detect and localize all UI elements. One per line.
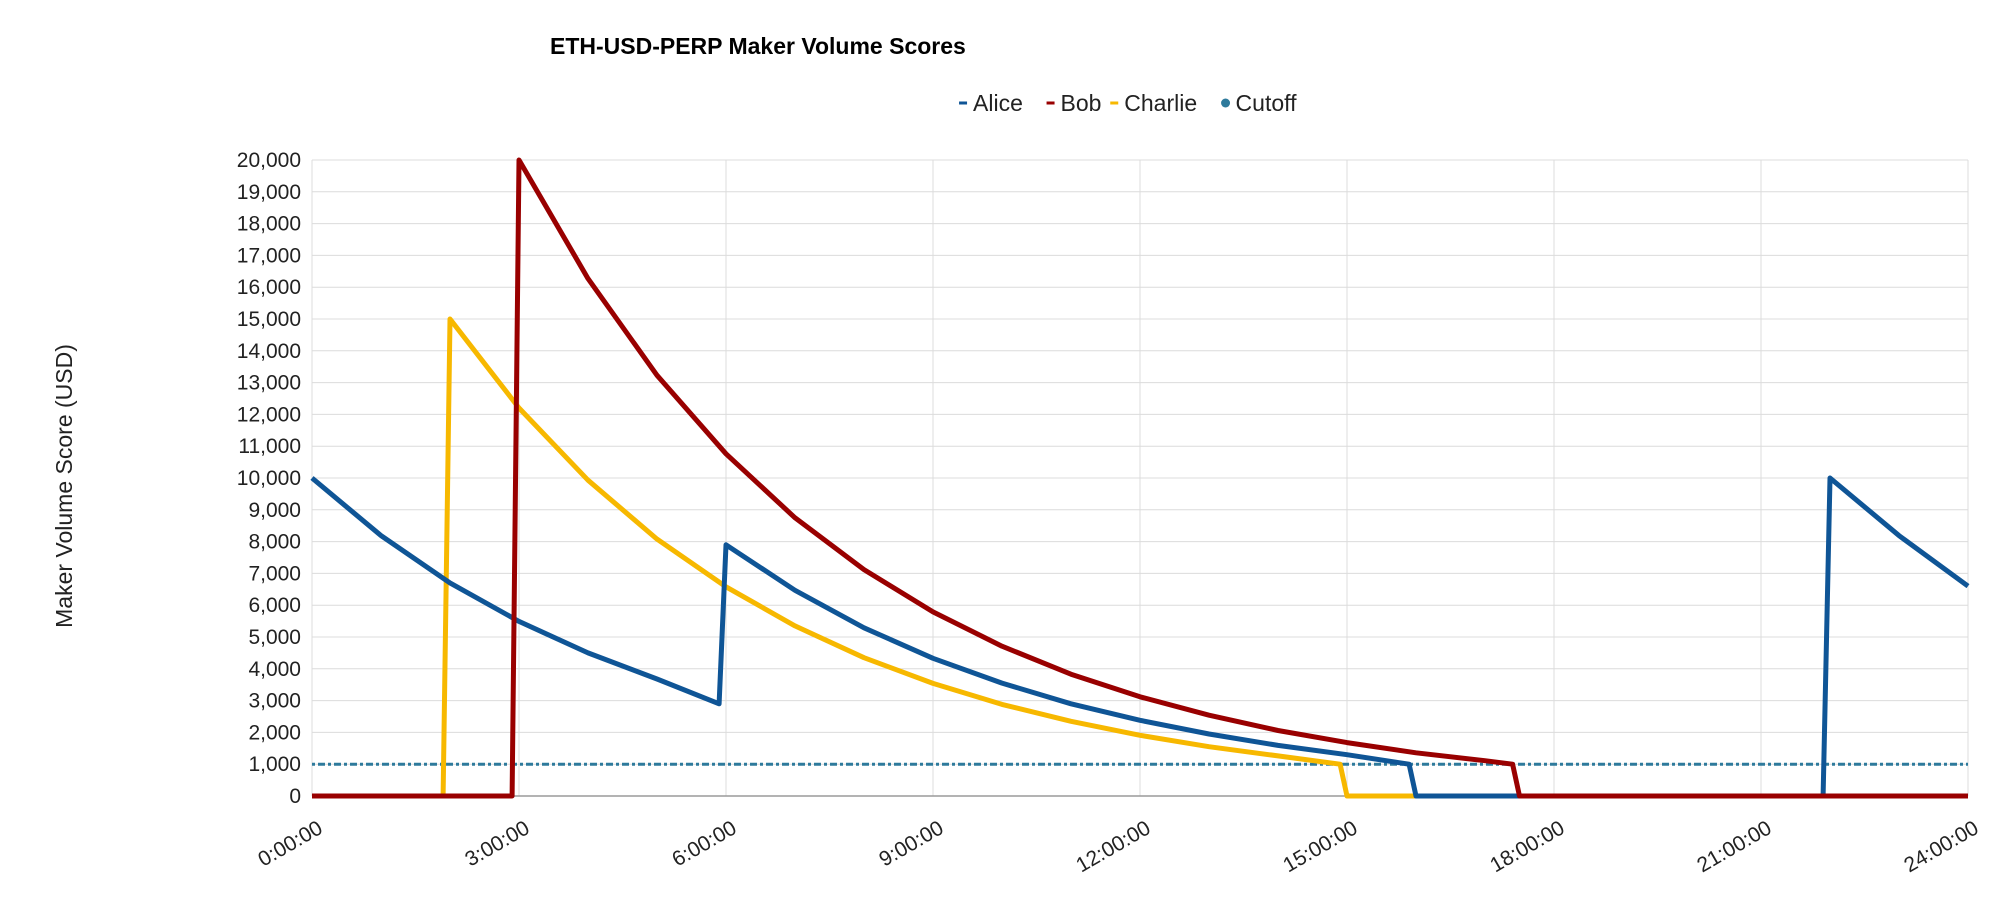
y-tick-label: 18,000 [237,213,301,236]
legend-label: Bob [1061,90,1102,116]
y-tick-label: 16,000 [237,276,301,299]
legend-label: Charlie [1124,90,1197,116]
chart-title: ETH-USD-PERP Maker Volume Scores [550,33,966,59]
y-tick-label: 11,000 [238,435,301,458]
y-tick-label: 10,000 [237,467,301,490]
x-tick-label: 0:00:00 [254,816,326,871]
y-tick-label: 12,000 [237,403,301,426]
y-axis-ticks: 0 1,000 2,000 3,000 4,000 5,000 6,000 7,000 8,00… [237,149,301,808]
x-tick-label: 24:00:00 [1900,816,1982,877]
y-tick-label: 6,000 [248,594,301,617]
legend-label: Alice [973,90,1023,116]
grid [312,160,1968,796]
legend-item-charlie: Charlie [1110,90,1197,116]
y-tick-label: 8,000 [248,531,301,554]
y-tick-label: 14,000 [237,340,301,363]
legend: Alice Bob Charlie Cutoff [959,90,1297,116]
legend-label: Cutoff [1236,90,1298,116]
x-tick-label: 15:00:00 [1279,816,1361,877]
x-tick-label: 9:00:00 [875,816,947,871]
y-tick-label: 15,000 [237,308,301,331]
x-tick-label: 3:00:00 [461,816,533,871]
y-tick-label: 3,000 [248,690,301,713]
legend-item-alice: Alice [959,90,1023,116]
y-tick-label: 2,000 [248,721,301,744]
x-tick-label: 6:00:00 [668,816,740,871]
y-axis-title: Maker Volume Score (USD) [51,344,77,628]
x-tick-label: 12:00:00 [1072,816,1154,877]
y-tick-label: 7,000 [248,562,301,585]
y-tick-label: 17,000 [237,244,301,267]
y-tick-label: 9,000 [248,499,301,522]
y-tick-label: 1,000 [248,753,301,776]
x-tick-label: 21:00:00 [1693,816,1775,877]
y-tick-label: 4,000 [248,658,301,681]
legend-dot-icon [1221,99,1230,108]
y-tick-label: 5,000 [248,626,301,649]
y-tick-label: 19,000 [237,181,301,204]
legend-item-cutoff: Cutoff [1221,90,1297,116]
x-tick-label: 18:00:00 [1486,816,1568,877]
y-tick-label: 13,000 [237,372,301,395]
y-tick-label: 20,000 [237,149,301,172]
legend-item-bob: Bob [1047,90,1102,116]
y-tick-label: 0 [289,785,301,808]
x-axis-ticks: 0:00:00 3:00:00 6:00:00 9:00:00 12:00:00 15:0… [254,816,1982,877]
